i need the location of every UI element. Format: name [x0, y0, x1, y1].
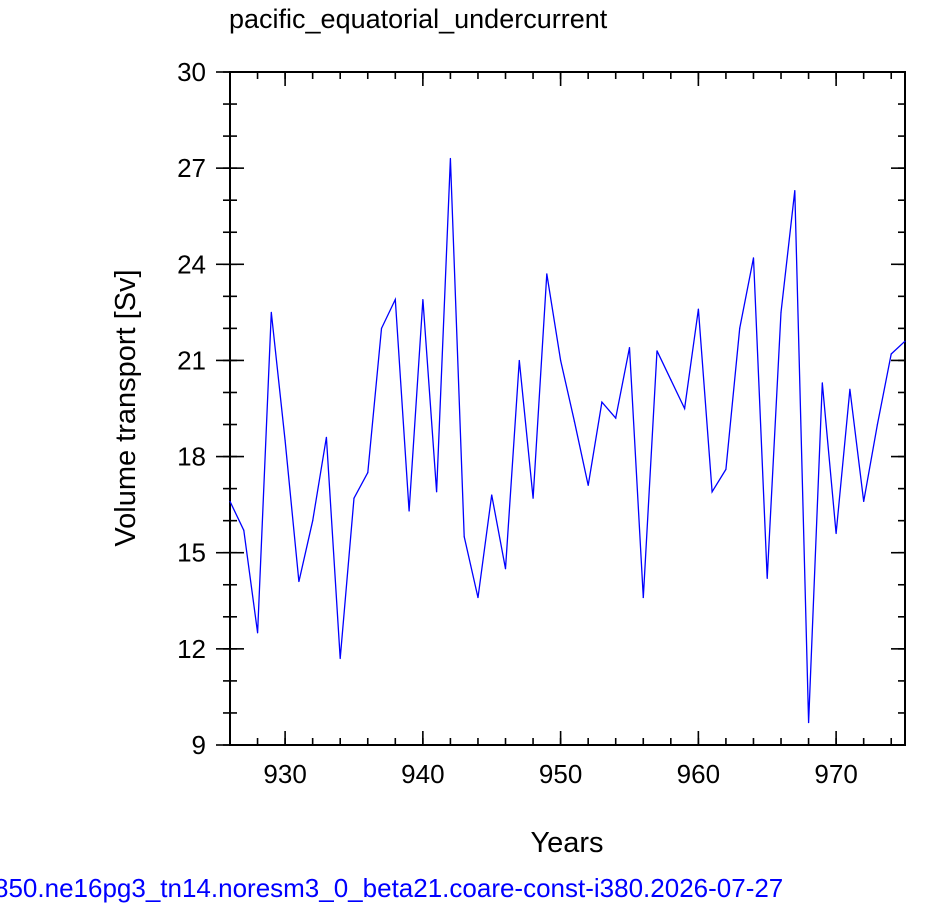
data-point	[890, 353, 892, 355]
data-point	[766, 577, 768, 579]
y-tick-label: 24	[177, 249, 206, 279]
y-tick-label: 30	[177, 57, 206, 87]
data-point	[298, 580, 300, 583]
data-point	[794, 189, 796, 192]
y-tick-label: 12	[177, 634, 206, 664]
axis-ticks	[216, 71, 905, 746]
data-point	[573, 420, 575, 422]
data-point	[256, 632, 259, 634]
series-line	[229, 158, 906, 723]
data-point	[380, 327, 383, 329]
series-points	[229, 157, 906, 724]
data-point	[615, 417, 617, 419]
tick-labels: 930 940 950 960 970 9 12 15 18 21 24 27 30	[177, 57, 858, 789]
data-point	[904, 340, 906, 342]
data-point	[601, 401, 603, 403]
data-point	[656, 350, 658, 352]
data-point	[711, 491, 713, 493]
y-tick-label: 15	[177, 538, 206, 568]
data-point	[780, 311, 782, 313]
x-tick-label: 940	[401, 759, 444, 789]
data-point	[642, 596, 644, 599]
data-point	[491, 494, 493, 496]
y-tick-label: 21	[177, 345, 206, 375]
x-tick-label: 930	[263, 759, 306, 789]
data-point	[229, 500, 231, 503]
data-point	[876, 423, 879, 426]
case-footer: 850.ne16pg3_tn14.noresm3_0_beta21.coare-…	[0, 873, 784, 903]
data-point	[670, 379, 672, 381]
data-point	[532, 497, 534, 499]
data-point	[422, 298, 424, 301]
data-point	[504, 568, 507, 570]
data-point	[436, 491, 438, 493]
data-point	[325, 436, 328, 438]
data-point	[849, 388, 851, 390]
data-point	[560, 359, 562, 362]
data-point	[243, 529, 245, 531]
chart-title: pacific_equatorial_undercurrent	[229, 4, 608, 34]
data-point	[863, 500, 865, 503]
data-point	[353, 497, 355, 499]
x-tick-label: 950	[539, 759, 582, 789]
data-point	[683, 407, 686, 410]
plot-frame	[229, 71, 906, 746]
y-tick-label: 27	[177, 153, 206, 183]
data-point	[752, 257, 755, 259]
data-point	[284, 439, 286, 442]
data-point	[339, 657, 341, 660]
data-point	[628, 347, 631, 349]
data-point	[312, 520, 314, 522]
data-point	[449, 157, 452, 160]
data-point	[587, 484, 589, 487]
y-tick-label: 18	[177, 442, 206, 472]
x-tick-label: 960	[677, 759, 720, 789]
data-point	[408, 510, 410, 512]
data-point	[518, 359, 520, 362]
data-point	[367, 471, 369, 474]
data-point	[463, 536, 465, 538]
x-axis-label: Years	[530, 827, 603, 859]
data-point	[821, 382, 823, 384]
data-point	[835, 532, 837, 535]
data-point	[807, 721, 810, 724]
data-point	[394, 298, 396, 301]
x-tick-label: 970	[814, 759, 857, 789]
data-point	[546, 273, 548, 275]
data-point	[725, 468, 727, 470]
data-point	[739, 327, 741, 329]
data-point	[270, 311, 272, 313]
data-point	[697, 308, 699, 310]
y-axis-label: Volume transport [Sv]	[110, 269, 142, 546]
data-point	[477, 596, 479, 599]
y-tick-label: 9	[192, 730, 206, 760]
